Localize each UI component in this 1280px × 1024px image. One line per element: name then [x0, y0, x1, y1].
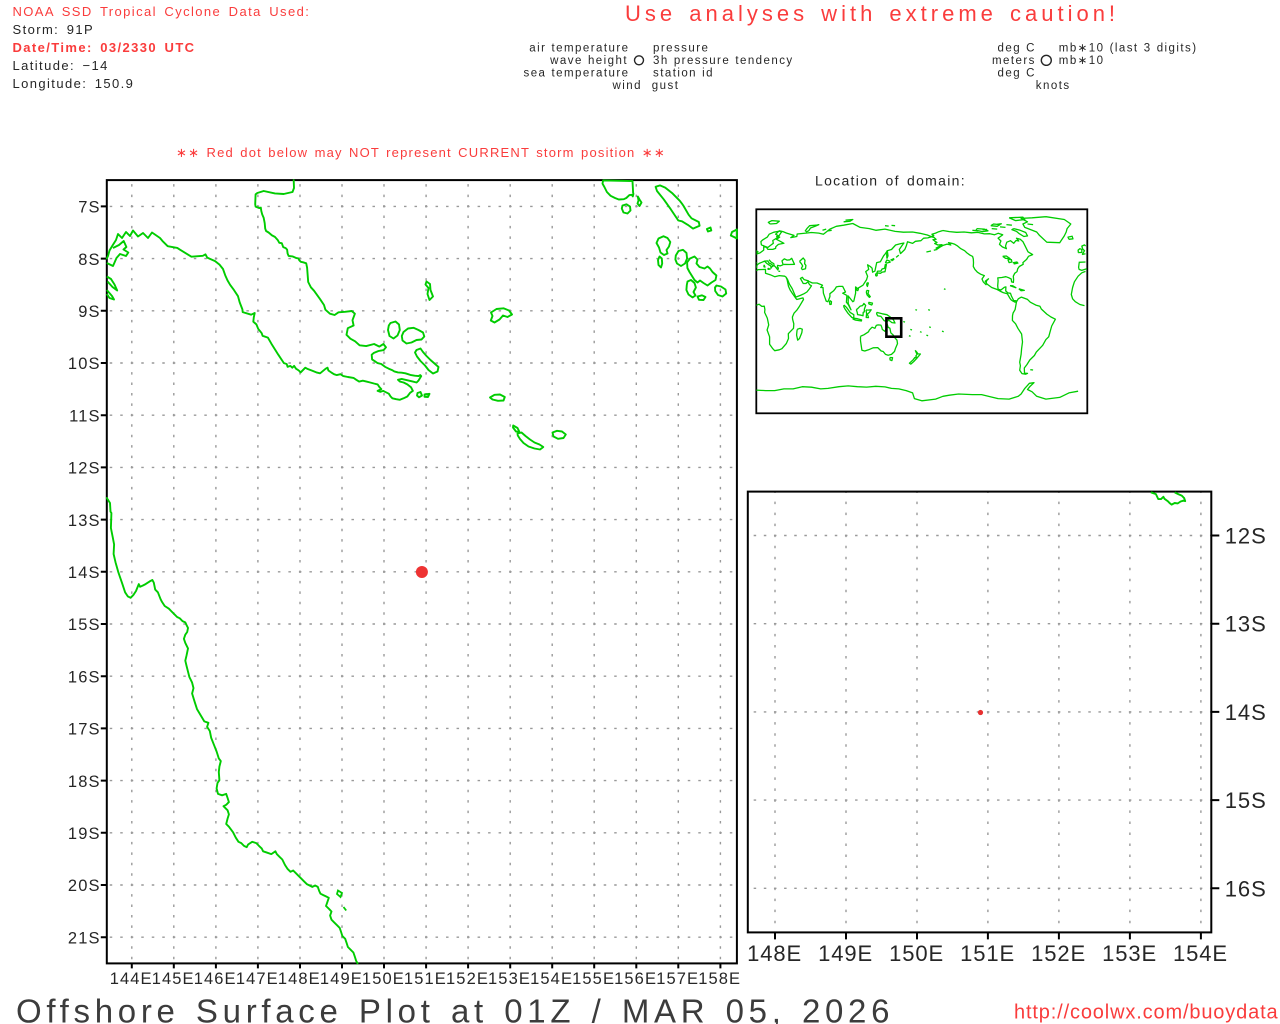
svg-text:153E: 153E — [1102, 941, 1157, 966]
svg-text:17S: 17S — [68, 721, 101, 739]
svg-text:15S: 15S — [68, 616, 101, 634]
svg-text:12S: 12S — [1225, 524, 1267, 549]
svg-text:knots: knots — [1036, 80, 1071, 92]
svg-text:mb∗10 (last 3 digits): mb∗10 (last 3 digits) — [1059, 43, 1198, 55]
svg-text:148E: 148E — [747, 941, 802, 966]
svg-text:Offshore Surface Plot at 01Z /: Offshore Surface Plot at 01Z / MAR 05, 2… — [16, 993, 894, 1024]
svg-text:13S: 13S — [1225, 612, 1267, 637]
svg-text:Longitude: 150.9: Longitude: 150.9 — [13, 76, 135, 91]
svg-text:station id: station id — [653, 68, 714, 80]
svg-text:13S: 13S — [68, 512, 101, 530]
svg-text:Storm: 91P: Storm: 91P — [13, 22, 95, 37]
svg-text:mb∗10: mb∗10 — [1059, 55, 1105, 67]
svg-text:152E: 152E — [1031, 941, 1086, 966]
svg-text:154E: 154E — [1173, 941, 1228, 966]
svg-text:155E: 155E — [572, 970, 615, 988]
svg-text:8S: 8S — [78, 251, 100, 269]
svg-text:10S: 10S — [68, 355, 101, 373]
svg-text:147E: 147E — [236, 970, 279, 988]
svg-text:14S: 14S — [1225, 700, 1267, 725]
svg-text:145E: 145E — [152, 970, 195, 988]
svg-text:151E: 151E — [404, 970, 447, 988]
svg-text:12S: 12S — [68, 460, 101, 478]
svg-text:wave height: wave height — [549, 55, 628, 67]
svg-text:149E: 149E — [818, 941, 873, 966]
svg-text:Use analyses with extreme caut: Use analyses with extreme caution! — [625, 1, 1119, 26]
svg-text:pressure: pressure — [653, 43, 709, 55]
svg-text:148E: 148E — [278, 970, 321, 988]
svg-text:http://coolwx.com/buoydata: http://coolwx.com/buoydata — [1014, 1002, 1278, 1024]
svg-text:Location of domain:: Location of domain: — [815, 173, 966, 189]
svg-text:NOAA SSD Tropical Cyclone Data: NOAA SSD Tropical Cyclone Data Used: — [13, 4, 311, 19]
svg-text:156E: 156E — [614, 970, 657, 988]
svg-text:Date/Time: 03/2330 UTC: Date/Time: 03/2330 UTC — [13, 40, 196, 55]
svg-text:150E: 150E — [889, 941, 944, 966]
svg-text:14S: 14S — [68, 564, 101, 582]
svg-text:3h pressure tendency: 3h pressure tendency — [653, 55, 794, 67]
svg-text:153E: 153E — [488, 970, 531, 988]
svg-text:meters: meters — [992, 55, 1036, 67]
svg-text:sea temperature: sea temperature — [524, 68, 630, 80]
svg-text:20S: 20S — [68, 877, 101, 895]
svg-text:21S: 21S — [68, 929, 101, 947]
svg-text:Latitude: −14: Latitude: −14 — [13, 58, 109, 73]
svg-text:18S: 18S — [68, 773, 101, 791]
svg-text:gust: gust — [652, 80, 680, 92]
svg-text:9S: 9S — [78, 303, 100, 321]
svg-text:7S: 7S — [78, 199, 100, 217]
svg-text:149E: 149E — [320, 970, 363, 988]
svg-text:16S: 16S — [1225, 876, 1267, 901]
svg-text:deg C: deg C — [998, 43, 1036, 55]
svg-text:158E: 158E — [698, 970, 741, 988]
svg-text:150E: 150E — [362, 970, 405, 988]
svg-text:15S: 15S — [1225, 788, 1267, 813]
svg-text:∗∗ Red dot below may NOT repre: ∗∗ Red dot below may NOT represent CURRE… — [176, 145, 666, 160]
svg-text:154E: 154E — [530, 970, 573, 988]
svg-text:19S: 19S — [68, 825, 101, 843]
svg-text:air temperature: air temperature — [529, 43, 629, 55]
svg-text:11S: 11S — [69, 407, 100, 425]
svg-text:157E: 157E — [656, 970, 699, 988]
svg-text:16S: 16S — [68, 668, 101, 686]
svg-text:deg C: deg C — [998, 68, 1036, 80]
svg-text:wind: wind — [612, 80, 642, 92]
svg-text:146E: 146E — [194, 970, 237, 988]
svg-text:152E: 152E — [446, 970, 489, 988]
svg-text:144E: 144E — [110, 970, 153, 988]
svg-text:151E: 151E — [960, 941, 1015, 966]
